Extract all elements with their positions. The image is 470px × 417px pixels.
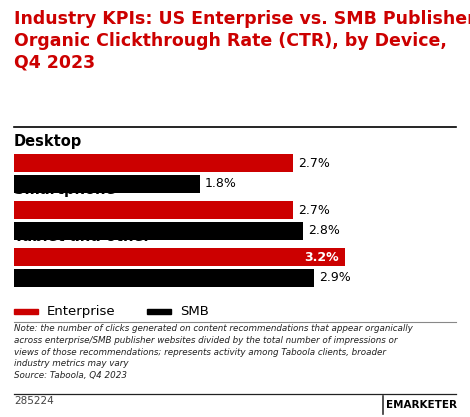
Text: Note: the number of clicks generated on content recommendations that appear orga: Note: the number of clicks generated on …: [14, 324, 413, 380]
Bar: [14, 269, 313, 287]
Text: 2.7%: 2.7%: [298, 157, 330, 170]
Text: 3.2%: 3.2%: [304, 251, 338, 264]
Text: SMB: SMB: [180, 305, 209, 318]
Bar: [14, 201, 293, 219]
Text: Enterprise: Enterprise: [47, 305, 116, 318]
Text: 285224: 285224: [14, 396, 54, 406]
Bar: [14, 154, 293, 172]
Text: Desktop: Desktop: [14, 134, 82, 149]
Text: 2.8%: 2.8%: [308, 224, 340, 237]
Text: EMARKETER: EMARKETER: [386, 400, 457, 410]
Text: Tablet and other: Tablet and other: [14, 229, 151, 244]
Bar: [14, 175, 200, 193]
Text: 2.9%: 2.9%: [319, 271, 351, 284]
Text: Smartphone: Smartphone: [14, 181, 116, 196]
Bar: [14, 222, 303, 240]
Bar: [14, 309, 39, 314]
Bar: [147, 309, 171, 314]
Bar: [14, 248, 345, 266]
Text: 2.7%: 2.7%: [298, 203, 330, 217]
Text: 1.8%: 1.8%: [205, 177, 237, 190]
Text: EM: EM: [355, 398, 376, 412]
Text: Industry KPIs: US Enterprise vs. SMB Publisher
Organic Clickthrough Rate (CTR), : Industry KPIs: US Enterprise vs. SMB Pub…: [14, 10, 470, 71]
